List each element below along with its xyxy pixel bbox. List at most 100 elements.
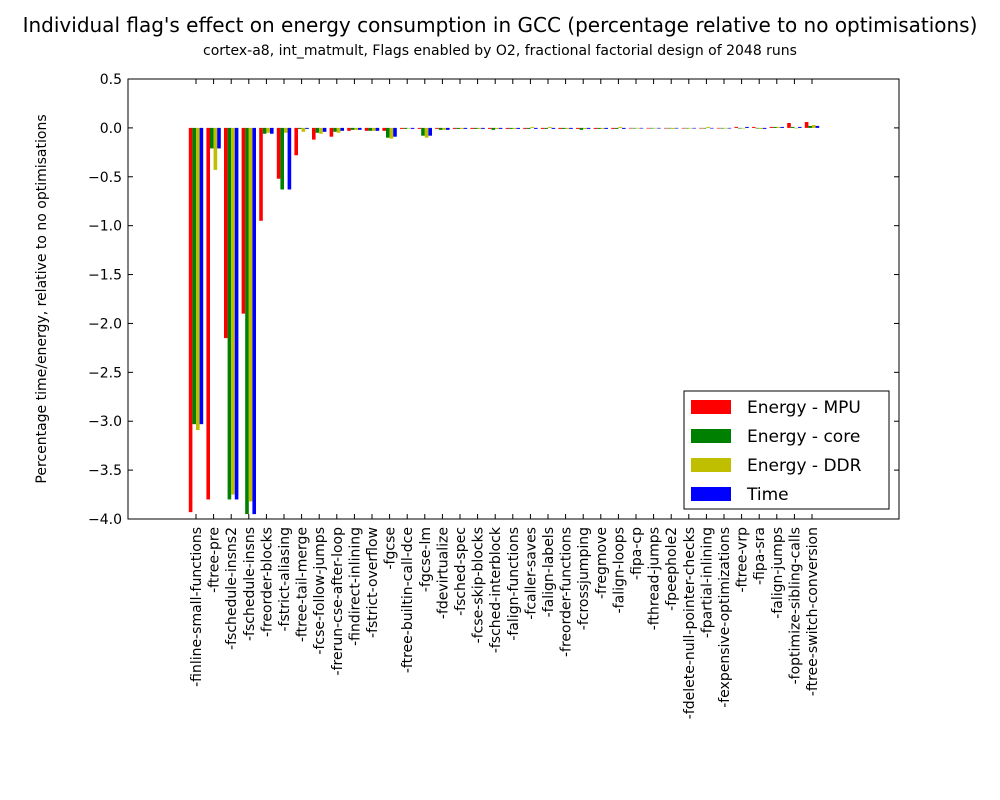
bar-2-29 — [685, 127, 689, 129]
bar-2-14 — [421, 127, 425, 136]
x-tick-label: -falign-functions — [506, 527, 522, 641]
bar-4-5 — [270, 127, 274, 134]
bar-2-34 — [773, 126, 777, 128]
bar-1-24 — [593, 127, 598, 129]
x-tick-label: -fexpensive-optimizations — [717, 527, 733, 708]
bar-2-9 — [333, 127, 337, 132]
bar-4-26 — [639, 127, 644, 129]
bar-1-8 — [312, 127, 316, 140]
bar-4-35 — [798, 126, 802, 128]
bar-3-34 — [776, 126, 781, 128]
bar-3-29 — [688, 127, 693, 129]
bar-2-30 — [702, 127, 707, 129]
bar-3-15 — [442, 127, 446, 130]
bar-3-19 — [512, 127, 517, 129]
bar-2-26 — [632, 127, 636, 129]
x-tick-label: -fcse-follow-jumps — [312, 527, 328, 655]
x-tick-label: -fregmove — [594, 527, 610, 599]
y-tick-label: −4.0 — [88, 512, 122, 528]
bar-1-19 — [505, 127, 510, 129]
bar-1-21 — [540, 127, 545, 129]
bar-3-23 — [583, 127, 587, 129]
bar-3-3 — [231, 127, 235, 495]
bar-4-24 — [604, 127, 608, 129]
bar-4-12 — [393, 127, 397, 137]
bar-1-9 — [329, 127, 334, 137]
bar-1-1 — [188, 127, 193, 513]
bar-3-30 — [706, 126, 710, 128]
bar-1-18 — [488, 127, 492, 129]
chart-title: Individual flag's effect on energy consu… — [23, 13, 978, 37]
bar-4-13 — [410, 127, 415, 129]
x-tick-label: -fdelete-null-pointer-checks — [682, 527, 698, 719]
bar-2-7 — [298, 127, 302, 129]
bar-3-26 — [636, 127, 640, 129]
x-tick-label: -falign-loops — [611, 527, 627, 613]
bar-3-36 — [812, 124, 816, 128]
bar-3-2 — [213, 127, 218, 170]
x-tick-label: -fschedule-insns — [242, 527, 258, 641]
bar-4-7 — [305, 127, 309, 129]
bar-1-32 — [734, 126, 738, 128]
bar-2-25 — [614, 127, 619, 129]
bar-4-34 — [780, 126, 784, 128]
bar-1-4 — [241, 127, 246, 314]
bar-3-10 — [354, 127, 358, 130]
legend-entry: Time — [746, 485, 789, 505]
bar-1-14 — [417, 127, 422, 129]
legend-entry: Energy - core — [747, 427, 860, 447]
x-tick-label: -foptimize-sibling-calls — [787, 527, 803, 684]
bar-1-33 — [752, 126, 756, 128]
x-tick-label: -fgcse-lm — [418, 527, 434, 592]
plot-area — [188, 122, 820, 515]
x-tick-label: -fcse-skip-blocks — [471, 527, 487, 643]
bar-4-20 — [534, 127, 538, 129]
y-tick-label: −1.5 — [88, 268, 122, 284]
bar-4-29 — [692, 127, 696, 129]
bar-1-34 — [769, 126, 774, 128]
bar-2-18 — [491, 127, 496, 130]
x-tick-label: -findirect-inlining — [347, 527, 363, 646]
bar-3-21 — [548, 126, 552, 128]
x-tick-label: -fipa-sra — [752, 527, 768, 585]
y-axis: −4.0 −3.5 −3.0 −2.5 −2.0 −1.5 −1.0 −0.5 0.0 0.5 — [88, 72, 899, 528]
y-tick-label: −3.0 — [88, 414, 122, 430]
bar-1-3 — [224, 127, 228, 339]
x-axis: -finline-small-functions -ftree-pre -fsche… — [189, 79, 821, 719]
bar-1-27 — [646, 127, 650, 129]
y-tick-label: −2.5 — [88, 365, 122, 381]
x-tick-label: -ftree-switch-conversion — [805, 527, 821, 696]
bar-1-31 — [716, 127, 721, 129]
bar-3-13 — [407, 127, 411, 129]
bar-3-5 — [266, 127, 270, 133]
legend-entry: Energy - MPU — [747, 398, 861, 418]
y-tick-label: 0.0 — [100, 121, 122, 137]
bar-2-21 — [544, 127, 548, 129]
bar-3-24 — [600, 127, 605, 129]
y-tick-label: −2.0 — [88, 316, 122, 332]
bar-1-30 — [699, 127, 703, 129]
x-tick-label: -falign-jumps — [770, 527, 786, 619]
x-tick-label: -freorder-functions — [559, 527, 575, 657]
bar-1-16 — [452, 127, 457, 129]
x-tick-label: -fsched-interblock — [488, 526, 504, 653]
x-tick-label: -fipa-cp — [629, 527, 645, 580]
x-tick-label: -fthread-jumps — [647, 527, 663, 630]
bar-1-7 — [294, 127, 298, 156]
x-tick-label: -ftree-builtin-call-dce — [400, 527, 416, 673]
legend-entry: Energy - DDR — [747, 456, 862, 476]
legend-swatch — [691, 429, 731, 443]
bar-1-10 — [347, 127, 351, 131]
bar-4-32 — [745, 126, 749, 128]
bar-4-27 — [657, 127, 661, 129]
bar-2-2 — [210, 127, 214, 149]
chart-subtitle: cortex-a8, int_matmult, Flags enabled by… — [203, 43, 797, 59]
bar-3-27 — [653, 127, 658, 129]
bar-4-16 — [463, 127, 468, 129]
bar-1-17 — [470, 127, 474, 129]
bar-2-6 — [280, 127, 284, 190]
bar-3-12 — [389, 127, 394, 139]
bar-2-33 — [755, 127, 760, 129]
bar-4-25 — [622, 127, 626, 129]
